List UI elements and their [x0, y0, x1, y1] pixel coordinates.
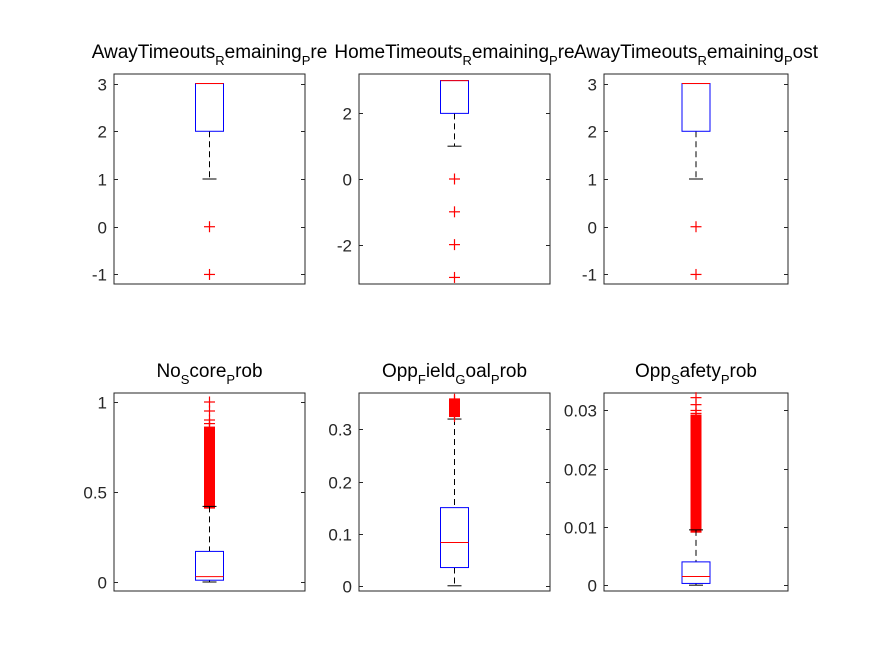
y-tick-label: 0 — [343, 578, 352, 597]
outlier-cluster — [690, 415, 702, 533]
title-segment: emaining — [472, 42, 549, 63]
y-tick-label: 3 — [588, 76, 597, 95]
outlier-marker — [449, 395, 460, 407]
outlier-marker — [690, 221, 702, 233]
title-segment: re — [310, 42, 327, 63]
subplot-title: NoScoreProb — [156, 361, 262, 387]
title-subscript: R — [463, 53, 472, 68]
subplot-5: 0.3 0.2 0.1 0 OppFieldGoalProb — [328, 361, 551, 597]
y-tick-label: 0.02 — [564, 461, 597, 480]
outlier-marker — [204, 421, 215, 433]
y-tick-label: 0.3 — [328, 421, 352, 440]
title-segment: afety — [680, 361, 722, 382]
title-subscript: P — [784, 53, 793, 68]
title-subscript: G — [455, 372, 465, 387]
subplot-4: 1 0.5 0 NoScoreProb — [83, 361, 306, 593]
iqr-box — [440, 507, 469, 569]
y-tick-label: 1 — [98, 394, 107, 413]
y-tick-label: 0.2 — [328, 474, 352, 493]
title-segment: re — [558, 42, 575, 63]
y-tick-label: 0 — [588, 219, 597, 238]
title-segment: AwayTimeouts — [92, 42, 216, 63]
y-tick-label: 0.1 — [328, 526, 352, 545]
y-tick-label: -1 — [582, 266, 597, 285]
title-subscript: F — [418, 372, 426, 387]
y-tick-label: 2 — [98, 123, 107, 142]
outlier-marker — [204, 221, 215, 233]
y-tick-label: 2 — [588, 123, 597, 142]
subplot-title: OppFieldGoalProb — [382, 361, 527, 387]
title-segment: rob — [235, 361, 262, 382]
title-segment: Opp — [382, 361, 418, 382]
title-subscript: S — [671, 372, 680, 387]
outlier-cluster — [204, 426, 215, 509]
title-subscript: P — [226, 372, 235, 387]
outlier-marker — [690, 409, 702, 421]
title-segment: ield — [426, 361, 456, 382]
y-tick-label: 0 — [343, 171, 352, 190]
subplot-title: HomeTimeoutsRemainingPre — [334, 42, 574, 68]
title-segment: oal — [466, 361, 491, 382]
outlier-marker — [449, 173, 460, 185]
y-tick-label: 0.01 — [564, 519, 597, 538]
subplot-3: 3 2 1 0 -1 AwayTimeoutsRemainingPost — [574, 42, 819, 285]
title-subscript: P — [549, 53, 558, 68]
title-segment: core — [189, 361, 226, 382]
y-tick-label: 0.03 — [564, 402, 597, 421]
y-tick-label: 1 — [588, 171, 597, 190]
subplot-2: 2 0 -2 HomeTimeoutsRemainingPre — [334, 42, 575, 285]
outlier-marker — [449, 206, 460, 218]
title-subscript: P — [491, 372, 500, 387]
y-tick-label: 0 — [98, 574, 107, 593]
y-tick-label: 0 — [98, 219, 107, 238]
outlier-marker — [449, 410, 460, 422]
iqr-box — [681, 561, 711, 584]
title-segment: rob — [730, 361, 757, 382]
title-segment: emaining — [707, 42, 784, 63]
y-tick-label: 0.5 — [83, 484, 107, 503]
title-segment: No — [156, 361, 180, 382]
subplot-title: AwayTimeoutsRemainingPost — [574, 42, 819, 68]
y-tick-label: -2 — [337, 237, 352, 256]
iqr-box — [195, 550, 224, 581]
title-subscript: S — [181, 372, 190, 387]
outlier-marker — [449, 239, 460, 251]
outlier-cluster — [449, 398, 460, 417]
title-subscript: P — [721, 372, 730, 387]
subplot-title: OppSafetyProb — [635, 361, 757, 387]
y-tick-label: -1 — [92, 266, 107, 285]
subplot-6: 0.03 0.02 0.01 0 OppSafetyProb — [564, 361, 789, 596]
title-subscript: R — [698, 53, 707, 68]
title-segment: HomeTimeouts — [334, 42, 462, 63]
outlier-marker — [449, 271, 460, 283]
subplot-1: 3 2 1 0 -1 AwayTimeoutsRemainingPre — [92, 42, 328, 285]
title-segment: rob — [500, 361, 527, 382]
y-tick-label: 1 — [98, 171, 107, 190]
title-segment: AwayTimeouts — [574, 42, 698, 63]
y-tick-label: 3 — [98, 76, 107, 95]
y-tick-label: 2 — [343, 105, 352, 124]
title-segment: ost — [793, 42, 819, 63]
title-segment: Opp — [635, 361, 671, 382]
subplot-title: AwayTimeoutsRemainingPre — [92, 42, 328, 68]
title-segment: emaining — [225, 42, 302, 63]
outlier-marker — [204, 268, 215, 280]
title-subscript: P — [302, 53, 311, 68]
title-subscript: R — [215, 53, 224, 68]
outlier-marker — [690, 268, 702, 280]
y-tick-label: 0 — [588, 577, 597, 596]
